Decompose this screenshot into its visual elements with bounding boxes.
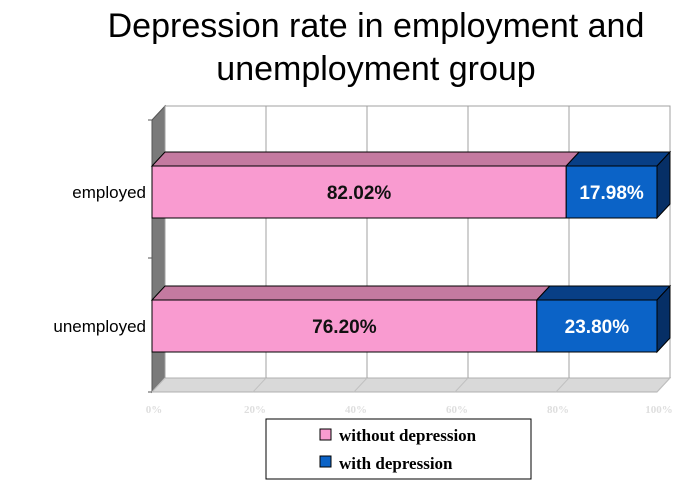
bar-segment xyxy=(151,165,567,219)
legend-swatch-without-depression xyxy=(319,428,332,441)
legend: without depression with depression xyxy=(265,418,532,480)
legend-label-without-depression: without depression xyxy=(339,426,477,445)
bar-top-face xyxy=(565,151,672,167)
legend-box xyxy=(265,418,532,480)
x-tick-label: 40% xyxy=(345,404,367,416)
x-tick-label: 80% xyxy=(547,404,569,416)
bar-segment xyxy=(565,165,658,219)
chart-title-line-2: unemployment group xyxy=(216,50,535,88)
legend-label-with-depression: with depression xyxy=(339,454,453,473)
bar-segment xyxy=(536,299,658,353)
floor-gridline xyxy=(353,377,368,393)
x-tick-label: 20% xyxy=(244,404,266,416)
plot-area: 0% 20% 40% 60% 80% 100% 82.02% 17.98% employed 76… xyxy=(53,104,673,416)
x-tick-label: 0% xyxy=(146,404,163,416)
bar-top-face xyxy=(150,285,551,301)
data-label: 82.02% xyxy=(327,183,392,204)
floor-gridline xyxy=(252,377,267,393)
floor-gridline xyxy=(454,377,469,393)
data-label: 23.80% xyxy=(565,317,630,338)
chart-title: Depression rate in employment and unempl… xyxy=(108,7,645,88)
bar-segment xyxy=(151,299,538,353)
x-tick-label: 60% xyxy=(446,404,468,416)
floor-gridline xyxy=(555,377,570,393)
floor-gridline xyxy=(151,377,166,393)
legend-swatch-with-depression xyxy=(319,455,332,468)
data-label: 17.98% xyxy=(579,183,644,204)
floor-gridline xyxy=(656,377,671,393)
bar-top-face xyxy=(150,151,581,167)
bar-top-face xyxy=(535,285,672,301)
x-tick-label: 100% xyxy=(645,404,673,416)
data-label: 76.20% xyxy=(312,317,377,338)
y-category-label: unemployed xyxy=(53,317,146,336)
floor xyxy=(150,377,672,393)
chart-title-line-1: Depression rate in employment and xyxy=(108,7,645,45)
y-category-label: employed xyxy=(72,183,146,202)
